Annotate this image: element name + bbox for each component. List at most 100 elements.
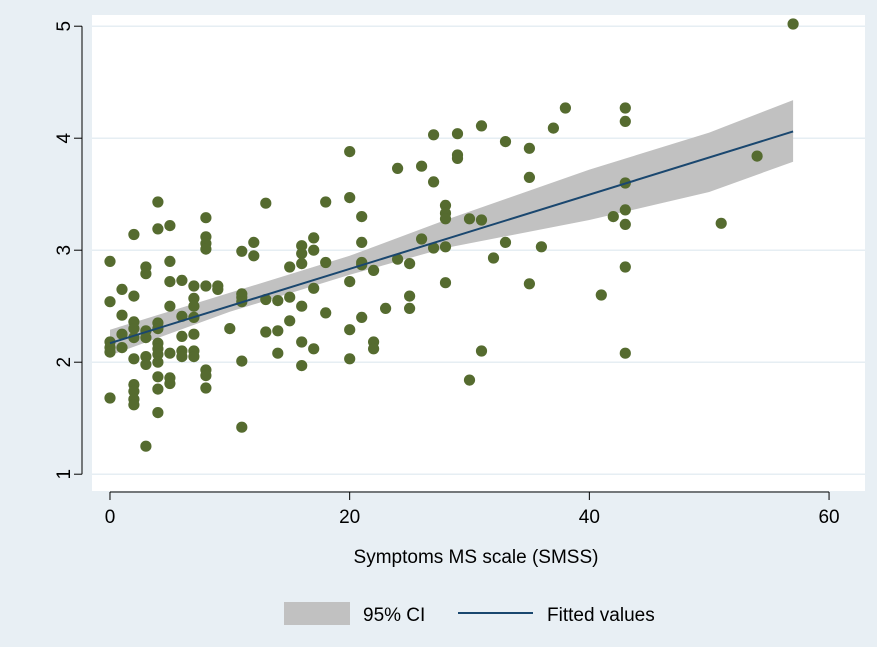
data-point [296,300,308,312]
data-point [164,220,176,232]
data-point [320,256,332,269]
data-point [236,421,248,433]
data-point [128,228,140,241]
data-point [344,353,356,365]
data-point [392,162,404,174]
data-point [356,311,368,323]
data-point [308,282,320,294]
data-point [368,264,380,276]
y-tick-label: 1 [54,469,75,480]
data-point [104,296,116,308]
data-point [463,213,476,225]
data-point [200,212,212,224]
data-point [272,347,284,359]
plot-area [92,15,865,491]
data-point [200,280,212,292]
data-point [176,330,188,342]
x-axis-label: Symptoms MS scale (SMSS) [354,547,599,568]
data-point [152,407,164,419]
data-point [140,332,152,344]
data-point [368,343,380,355]
data-point [619,347,631,359]
data-point [439,277,452,289]
data-point [128,323,140,335]
fit-line-layer [109,130,794,345]
data-point [176,274,188,286]
data-point [308,232,320,244]
data-point [104,392,116,404]
data-point [188,292,200,304]
legend: 95% CI Fitted values [284,602,655,626]
data-point [236,355,248,367]
data-point [428,129,440,141]
data-point [523,142,536,154]
x-tick-label: 0 [105,507,116,528]
data-point [152,356,164,368]
data-point [356,211,368,223]
data-point [463,374,476,386]
data-point [224,323,236,335]
data-point [607,211,619,223]
data-point [164,347,176,359]
fit-line [109,130,794,345]
data-point [392,253,404,265]
data-point [715,217,727,229]
data-point [260,326,272,338]
data-point [152,196,164,208]
data-point [320,196,332,208]
data-point [152,348,164,360]
data-point [140,440,152,452]
x-tick-label: 40 [579,507,600,528]
confidence-band-layer [110,100,794,356]
data-point [140,351,152,363]
data-point [200,243,212,255]
data-point [296,360,308,372]
data-point [128,353,140,365]
data-point [260,197,272,209]
data-point [547,122,560,134]
data-point [380,302,392,314]
data-point [308,343,320,355]
data-point [428,242,440,254]
data-point [236,245,248,257]
data-point [499,136,512,148]
legend-ci-label: 95% CI [363,605,425,626]
data-point [128,399,140,411]
data-point [140,268,152,280]
confidence-band [110,100,794,356]
data-point [284,291,296,303]
y-tick-label: 5 [54,21,75,32]
data-point [475,120,488,132]
data-point [344,276,356,288]
data-point [451,152,464,164]
data-point [535,241,548,253]
data-point [140,358,152,370]
data-point [523,171,536,183]
data-point [164,300,176,312]
data-point [439,241,452,253]
data-point [439,199,452,211]
legend-fit-label: Fitted values [547,605,655,626]
data-point [416,233,428,245]
data-point [428,176,440,188]
data-point [619,261,631,273]
data-point [284,315,296,327]
data-point [296,240,308,252]
data-point [308,244,320,256]
data-point [751,150,763,162]
x-tick-label: 60 [818,507,839,528]
data-point [164,255,176,267]
data-point [176,351,188,363]
data-point [451,128,464,140]
data-points-layer [104,18,799,452]
data-point [212,283,224,295]
y-tick-label: 4 [54,132,75,143]
data-point [296,248,308,260]
data-point [164,276,176,288]
data-point [523,278,536,290]
data-point [404,258,416,270]
data-point [344,146,356,158]
y-tick-label: 3 [54,245,75,256]
